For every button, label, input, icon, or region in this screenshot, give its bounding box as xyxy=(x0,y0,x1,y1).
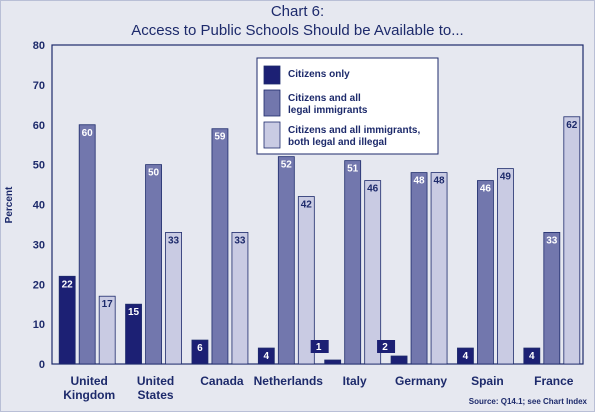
data-label: 33 xyxy=(168,235,180,246)
data-label: 4 xyxy=(264,351,270,362)
bar xyxy=(410,172,428,365)
data-label: 4 xyxy=(529,351,535,362)
legend-swatch xyxy=(263,89,281,117)
category-label: Canada xyxy=(200,374,244,388)
data-label: 4 xyxy=(463,351,469,362)
data-label: 49 xyxy=(500,172,512,183)
y-tick-label: 50 xyxy=(33,160,45,172)
category-label: France xyxy=(534,374,574,388)
data-label: 52 xyxy=(281,160,293,171)
data-label: 15 xyxy=(128,307,140,318)
bar xyxy=(165,232,182,365)
category-label: Italy xyxy=(343,374,367,388)
bar xyxy=(497,168,514,365)
bar xyxy=(257,347,275,365)
bar xyxy=(297,196,315,365)
bar xyxy=(430,172,448,365)
y-tick-label: 20 xyxy=(33,279,45,291)
category-label: Spain xyxy=(471,374,504,388)
data-label: 59 xyxy=(214,132,226,143)
category-label: Germany xyxy=(395,374,447,388)
data-label: 48 xyxy=(434,176,446,187)
legend-label: both legal and illegal xyxy=(288,137,387,148)
category-label: United xyxy=(71,374,108,388)
data-label: 46 xyxy=(480,184,492,195)
y-tick-label: 70 xyxy=(33,80,45,92)
y-tick-label: 40 xyxy=(33,200,45,212)
bar xyxy=(125,303,142,365)
bar xyxy=(364,180,382,365)
data-label: 46 xyxy=(367,184,379,195)
bar xyxy=(477,180,494,365)
y-axis-label: Percent xyxy=(4,186,15,223)
bar xyxy=(324,359,342,365)
bar xyxy=(78,124,96,365)
data-label: 6 xyxy=(197,343,203,354)
bar xyxy=(563,116,581,365)
data-label: 62 xyxy=(566,120,578,131)
bar xyxy=(231,232,249,365)
bar xyxy=(58,275,76,365)
bar xyxy=(191,339,209,365)
category-label: Netherlands xyxy=(254,374,324,388)
y-tick-label: 60 xyxy=(33,120,45,132)
data-label: 48 xyxy=(414,176,426,187)
legend-swatch xyxy=(263,65,281,85)
legend-label: Citizens and all immigrants, xyxy=(288,125,420,136)
legend-label: Citizens only xyxy=(288,69,350,80)
bar xyxy=(277,156,295,365)
data-label-backing xyxy=(310,340,329,353)
y-tick-label: 80 xyxy=(33,40,45,52)
data-label: 33 xyxy=(234,235,246,246)
category-label: United xyxy=(137,374,174,388)
y-tick-label: 30 xyxy=(33,239,45,251)
legend-label: legal immigrants xyxy=(288,105,368,116)
chart-title-line1: Chart 6: xyxy=(270,3,325,20)
legend-box xyxy=(256,57,439,155)
source-note: Source: Q14.1; see Chart Index xyxy=(468,397,587,406)
data-label: 1 xyxy=(316,342,322,353)
bar xyxy=(457,347,474,365)
legend-swatch xyxy=(263,121,281,149)
category-label: Kingdom xyxy=(63,388,115,402)
bar xyxy=(98,295,116,365)
data-label: 2 xyxy=(382,342,388,353)
y-tick-label: 0 xyxy=(39,359,45,371)
data-label: 50 xyxy=(148,168,160,179)
data-label: 22 xyxy=(62,279,74,290)
category-label: States xyxy=(138,388,174,402)
y-tick-label: 10 xyxy=(33,319,45,331)
data-label-backing xyxy=(377,340,396,353)
chart-title-line2: Access to Public Schools Should be Avail… xyxy=(131,22,464,39)
bar xyxy=(211,128,229,365)
bar xyxy=(390,355,408,365)
bar xyxy=(523,347,541,365)
bar xyxy=(344,160,362,365)
data-label: 33 xyxy=(546,235,558,246)
data-label: 17 xyxy=(102,299,114,310)
legend-label: Citizens and all xyxy=(288,93,361,104)
data-label: 51 xyxy=(347,164,359,175)
data-label: 42 xyxy=(301,200,313,211)
data-label: 60 xyxy=(82,128,94,139)
bar xyxy=(543,232,561,365)
bar xyxy=(145,164,162,365)
